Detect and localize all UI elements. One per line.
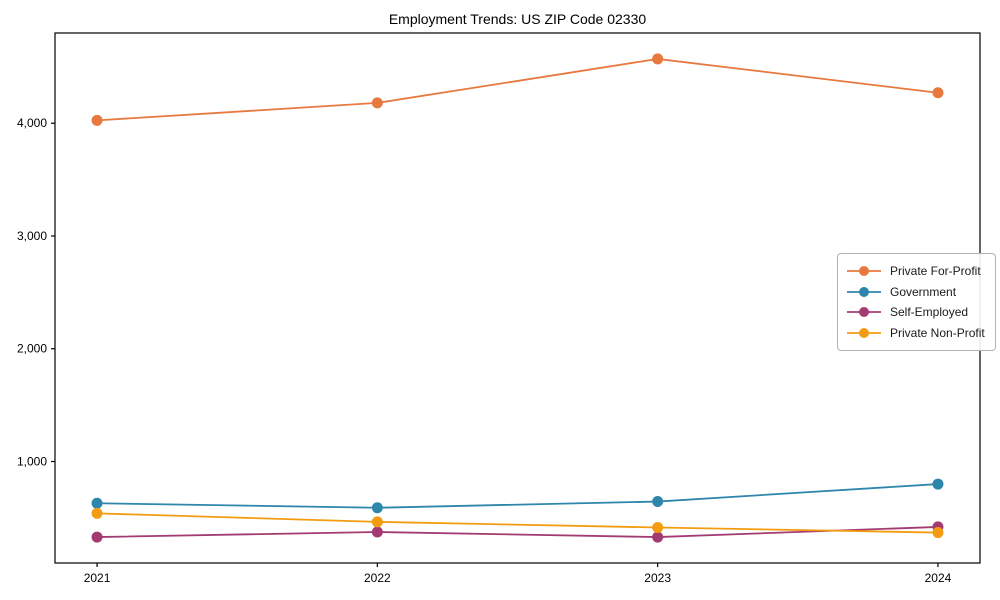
y-tick-label: 4,000	[17, 116, 47, 130]
x-tick-label: 2024	[925, 571, 952, 585]
data-point-marker	[652, 521, 664, 533]
data-point-marker	[91, 497, 103, 509]
legend-label: Private For-Profit	[890, 264, 981, 278]
x-tick-label: 2023	[644, 571, 671, 585]
series-line	[97, 526, 938, 538]
data-point-marker	[91, 114, 103, 126]
legend-label: Private Non-Profit	[890, 325, 985, 340]
data-point-marker	[932, 527, 944, 539]
data-point-marker	[932, 87, 944, 99]
x-tick-label: 2022	[364, 571, 391, 585]
legend-item: Private Non-Profit	[846, 323, 985, 343]
legend-label: Self-Employed	[890, 305, 969, 320]
data-point-marker	[371, 502, 383, 514]
chart-title: Employment Trends: US ZIP Code 02330	[388, 11, 647, 27]
legend-item: Self-Employed	[846, 302, 985, 322]
legend-marker-icon	[847, 286, 881, 297]
legend: Private For-Profit Government Self-Employe…	[837, 253, 996, 351]
y-tick-label: 3,000	[17, 229, 47, 243]
x-tick-label: 2021	[84, 571, 111, 585]
data-point-marker	[652, 531, 664, 543]
data-point-marker	[371, 526, 383, 538]
series-line	[96, 58, 939, 122]
y-tick-label: 1,000	[17, 455, 47, 469]
data-point-marker	[371, 97, 383, 109]
data-point-marker	[91, 531, 103, 543]
legend-marker-icon	[847, 327, 881, 338]
data-point-marker	[932, 478, 944, 490]
legend-label: Government	[890, 284, 957, 299]
series-line	[97, 483, 939, 509]
series-line	[97, 512, 938, 534]
y-tick-label: 2,000	[17, 342, 47, 356]
legend-item: Government	[846, 282, 985, 302]
data-point-marker	[371, 516, 383, 528]
data-point-marker	[91, 507, 103, 519]
data-point-marker	[652, 496, 664, 508]
legend-item: Private For-Profit	[846, 261, 985, 281]
legend-marker-icon	[847, 266, 881, 276]
legend-marker-icon	[847, 307, 881, 318]
data-point-marker	[652, 53, 664, 65]
